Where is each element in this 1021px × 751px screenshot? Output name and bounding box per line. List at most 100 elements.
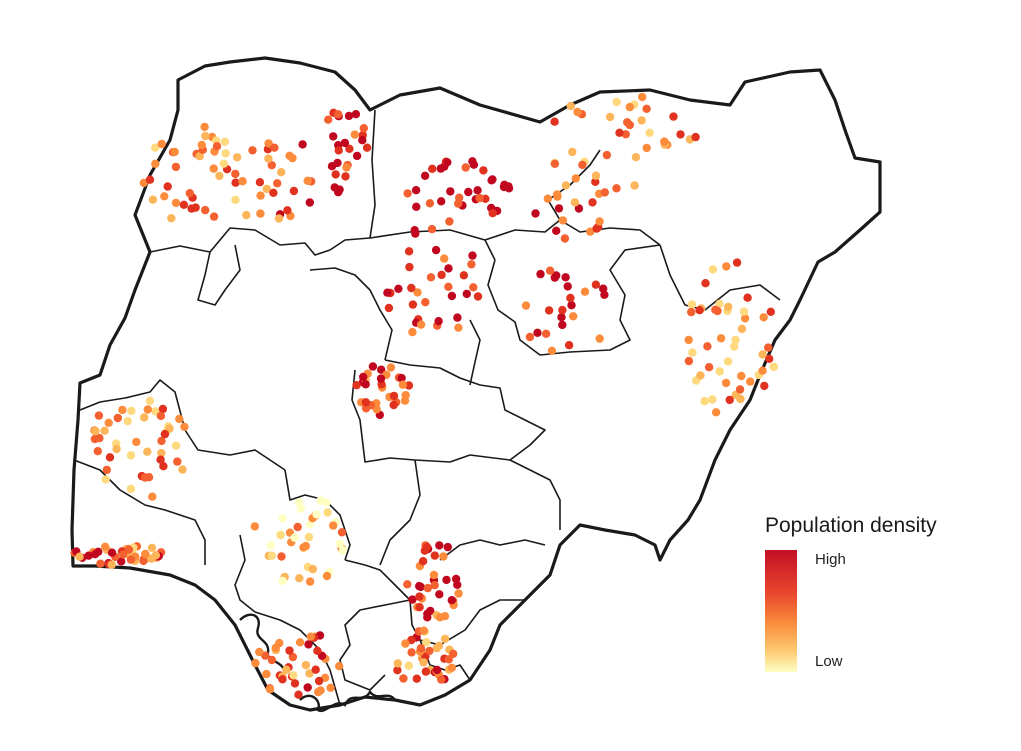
density-point: [148, 195, 158, 204]
density-point: [397, 373, 406, 383]
density-point: [294, 498, 304, 507]
density-point: [289, 671, 298, 680]
density-point: [592, 224, 601, 233]
density-point: [399, 674, 408, 683]
density-point: [721, 378, 731, 388]
density-point: [145, 175, 155, 184]
density-point: [621, 130, 630, 139]
density-point: [479, 166, 488, 175]
density-point: [288, 153, 297, 163]
density-point: [262, 669, 271, 679]
density-point: [333, 158, 342, 168]
density-point: [159, 462, 168, 471]
density-point: [278, 675, 287, 684]
density-point: [544, 306, 554, 315]
density-point: [543, 194, 552, 203]
density-point: [591, 171, 601, 180]
density-point: [595, 217, 604, 226]
density-point: [398, 380, 408, 389]
density-point: [352, 381, 361, 390]
density-point: [444, 282, 453, 291]
density-point: [600, 188, 609, 197]
density-point: [94, 547, 103, 556]
density-point: [400, 396, 410, 405]
density-point: [231, 169, 240, 179]
density-point: [278, 514, 287, 523]
density-point: [215, 171, 224, 181]
density-point: [561, 273, 570, 282]
density-point: [304, 532, 314, 542]
density-point: [426, 273, 436, 282]
density-point: [151, 551, 161, 560]
density-point: [305, 669, 314, 678]
density-point: [256, 191, 265, 200]
density-point: [722, 262, 731, 271]
density-point: [642, 143, 651, 153]
density-point: [100, 426, 109, 435]
density-point: [602, 150, 612, 160]
density-point: [267, 551, 276, 560]
density-point: [566, 101, 575, 111]
density-point: [739, 307, 749, 316]
density-point: [269, 188, 278, 197]
density-point: [469, 283, 478, 292]
density-point: [277, 168, 286, 177]
density-point: [413, 288, 422, 297]
density-point: [599, 284, 608, 293]
density-point: [591, 280, 601, 289]
density-point: [467, 260, 476, 269]
density-point: [376, 374, 386, 383]
density-point: [340, 138, 350, 148]
density-point: [442, 575, 451, 585]
density-point: [305, 577, 315, 586]
density-point: [322, 498, 331, 507]
density-point: [282, 665, 291, 674]
density-point: [84, 551, 93, 560]
density-point: [638, 92, 647, 102]
density-point: [295, 574, 304, 583]
density-point: [580, 287, 590, 296]
density-point: [195, 152, 204, 161]
density-point: [330, 183, 339, 192]
density-point: [449, 649, 458, 658]
density-point: [660, 137, 669, 146]
density-point: [358, 136, 367, 145]
density-point: [403, 580, 412, 589]
density-point: [541, 329, 551, 338]
density-point: [423, 583, 432, 593]
density-point: [687, 300, 697, 309]
density-point: [377, 365, 386, 374]
density-point: [766, 307, 775, 316]
density-point: [220, 137, 230, 146]
density-point: [341, 172, 350, 181]
density-point: [102, 465, 112, 475]
density-point: [461, 163, 470, 172]
density-point: [435, 590, 444, 599]
density-point: [170, 147, 179, 157]
density-point: [521, 301, 531, 310]
density-point: [715, 367, 724, 376]
density-point: [179, 200, 189, 209]
density-point: [765, 354, 774, 363]
density-point: [407, 648, 416, 657]
density-point: [642, 104, 651, 114]
density-point: [708, 265, 718, 274]
density-point: [270, 143, 279, 152]
density-point: [118, 405, 127, 415]
density-point: [415, 603, 424, 612]
density-point: [684, 356, 694, 366]
density-point: [329, 132, 338, 141]
density-point: [329, 521, 338, 530]
density-point: [429, 570, 439, 580]
density-point: [312, 510, 321, 519]
density-point: [405, 262, 414, 272]
density-point: [578, 160, 587, 170]
density-point: [431, 245, 441, 255]
density-point: [290, 679, 300, 688]
density-point: [669, 112, 678, 121]
density-point: [415, 592, 424, 601]
density-point: [676, 130, 685, 139]
density-point: [173, 457, 182, 466]
density-point: [687, 307, 696, 317]
density-point: [760, 381, 769, 391]
